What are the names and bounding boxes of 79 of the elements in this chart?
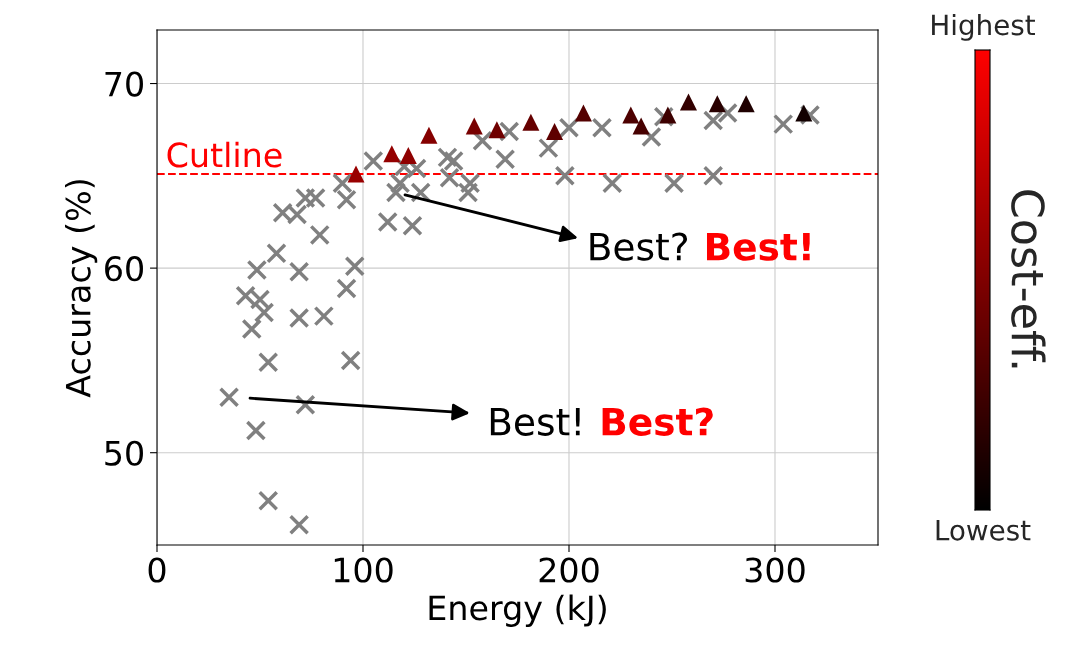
- annotation: Best?: [590, 232, 688, 261]
- point: [336, 278, 357, 299]
- point: [363, 150, 384, 172]
- point: [702, 110, 724, 131]
- text: Lowest: [936, 520, 1031, 541]
- point: [443, 150, 464, 172]
- point: [288, 261, 310, 283]
- point: [340, 350, 361, 371]
- point: [799, 104, 821, 126]
- point: [459, 172, 481, 194]
- point: [522, 113, 540, 131]
- point: [702, 165, 724, 187]
- point: [546, 123, 564, 141]
- point: [663, 172, 685, 194]
- point: [402, 215, 423, 236]
- point: [332, 172, 353, 194]
- point: [465, 117, 483, 135]
- point: [708, 95, 726, 113]
- point: [218, 387, 240, 408]
- point: [377, 211, 398, 233]
- ref-line-label: Cutline: [167, 141, 282, 168]
- point: [538, 137, 559, 159]
- point: [266, 243, 287, 264]
- point: [737, 95, 755, 113]
- x-tick-label: 0: [148, 557, 166, 583]
- point: [499, 121, 520, 142]
- point: [558, 117, 580, 139]
- point: [245, 420, 267, 441]
- point: [554, 165, 576, 187]
- point: [385, 182, 407, 203]
- annotation: Best!: [706, 232, 810, 261]
- point: [295, 187, 316, 209]
- point: [591, 117, 613, 139]
- point: [632, 117, 650, 135]
- point: [309, 224, 330, 246]
- point: [399, 147, 417, 165]
- point: [488, 121, 506, 139]
- point: [288, 514, 310, 535]
- point: [773, 113, 794, 135]
- point: [258, 490, 279, 511]
- point: [241, 318, 262, 340]
- point: [574, 104, 592, 122]
- point: [659, 106, 677, 124]
- point: [457, 182, 479, 203]
- point: [347, 165, 365, 183]
- y-tick-label: 60: [105, 256, 143, 282]
- point: [253, 302, 275, 323]
- point: [313, 305, 335, 327]
- point: [305, 187, 326, 209]
- point: [717, 102, 738, 124]
- point: [602, 172, 623, 194]
- annotation: Best!: [490, 408, 580, 436]
- color-bar-title: Cost-eff.: [1011, 190, 1046, 368]
- point: [622, 106, 640, 124]
- point: [494, 148, 516, 170]
- annotation: Best?: [602, 407, 713, 436]
- point: [288, 307, 310, 329]
- y-tick-label: 70: [105, 71, 143, 97]
- x-tick-label: 200: [539, 557, 599, 583]
- x-tick-label: 100: [334, 557, 393, 583]
- point: [344, 256, 365, 277]
- y-tick-label: 50: [105, 440, 143, 466]
- point: [653, 106, 674, 127]
- point: [336, 189, 357, 211]
- point: [679, 93, 697, 111]
- point: [420, 126, 438, 144]
- point: [641, 126, 662, 148]
- point: [258, 352, 279, 373]
- x-tick-label: 300: [745, 557, 805, 583]
- point: [472, 130, 493, 151]
- x-axis-title: Energy (kJ): [429, 594, 606, 627]
- point: [389, 172, 411, 194]
- point: [437, 147, 458, 168]
- point: [795, 104, 813, 122]
- y-axis-title: Accuracy (%): [65, 180, 98, 398]
- point: [439, 167, 460, 188]
- point: [246, 259, 268, 281]
- point: [383, 145, 401, 163]
- text: Highest: [932, 13, 1035, 41]
